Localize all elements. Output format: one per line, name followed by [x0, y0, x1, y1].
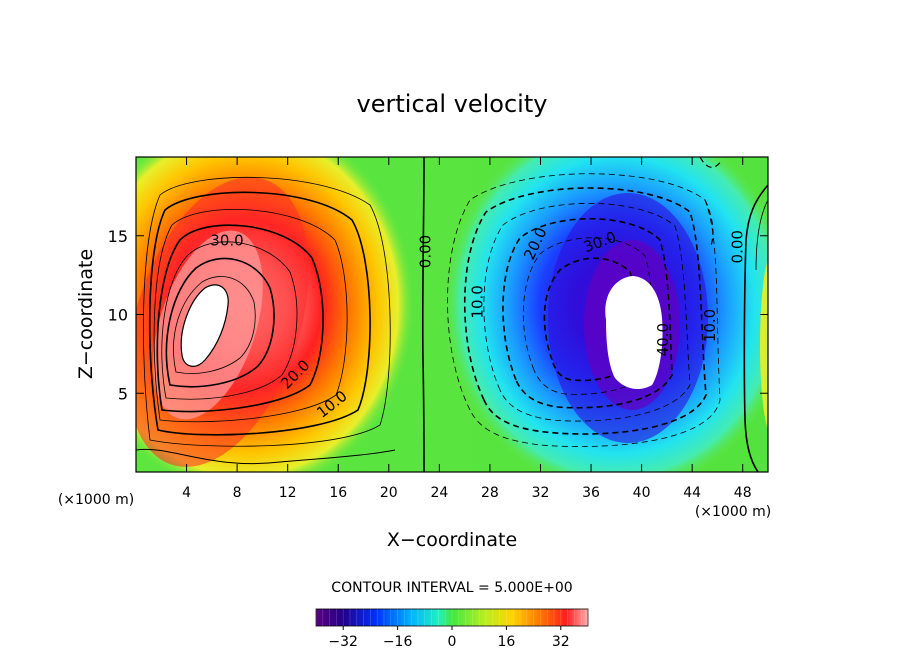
y-axis-label: Z−coordinate	[75, 249, 97, 379]
y-tick-label: 10	[108, 306, 128, 325]
x-tick-label: 36	[582, 485, 600, 501]
contour-right-thin	[755, 199, 768, 271]
contour-neg15	[483, 202, 691, 422]
x-tick-label: 20	[380, 485, 398, 501]
downdraft-white-core	[605, 276, 663, 390]
contour-label: 10.0	[468, 285, 486, 318]
contour-label: 40.0	[654, 323, 672, 356]
updraft-white-core	[180, 284, 229, 367]
contour-5	[143, 176, 391, 447]
x-axis-label: X−coordinate	[387, 529, 517, 551]
x-unit-right: (×1000 m)	[695, 504, 771, 520]
contour-30	[165, 257, 275, 388]
x-tick-label: 28	[481, 485, 499, 501]
colorbar: −32 −16 0 16 32	[315, 608, 589, 650]
colorbar-tick-label: 0	[448, 634, 457, 650]
right-edge-shading	[760, 260, 768, 430]
contour-label: 10.0	[701, 309, 719, 342]
contour-10	[148, 191, 371, 436]
y-axis-ticks: 5 10 15	[108, 227, 768, 403]
y-tick-label: 15	[108, 227, 128, 246]
contour-label: 30.0	[210, 231, 243, 249]
contour-label: 0.00	[416, 235, 434, 268]
y-tick-label: 5	[118, 384, 128, 403]
contour-interval-note: CONTOUR INTERVAL = 5.000E+00	[331, 580, 572, 596]
x-tick-label: 32	[532, 485, 550, 501]
x-tick-label: 16	[329, 485, 347, 501]
x-tick-label: 4	[182, 485, 191, 501]
chart-title: vertical velocity	[357, 90, 548, 118]
contour-0-left-bottom	[136, 448, 396, 465]
x-tick-label: 44	[683, 485, 701, 501]
contour-25	[161, 241, 298, 400]
contour-label: 0.00	[729, 230, 747, 263]
colorbar-tick-label: 16	[497, 634, 515, 650]
colorbar-bands	[315, 609, 589, 626]
colorbar-tick-label: −32	[328, 634, 358, 650]
colorbar-ticks: −32 −16 0 16 32	[328, 626, 570, 650]
x-tick-label: 48	[734, 485, 752, 501]
x-tick-label: 40	[633, 485, 651, 501]
x-tick-label: 12	[279, 485, 297, 501]
contour-15	[153, 208, 348, 423]
contour-neg10	[463, 187, 707, 435]
updraft-contours	[136, 176, 396, 465]
colorbar-tick-label: 32	[552, 634, 570, 650]
x-tick-label: 24	[430, 485, 448, 501]
contour-neg25	[522, 237, 656, 395]
contour-zero-right	[743, 184, 768, 472]
contour-right-dashed	[699, 157, 723, 249]
contour-neg20	[502, 218, 673, 409]
colorbar-tick-label: −16	[383, 634, 413, 650]
contour-20	[156, 224, 324, 413]
contour-35	[173, 276, 256, 374]
x-unit-left: (×1000 m)	[58, 492, 134, 508]
contour-zero-middle	[421, 157, 425, 472]
x-axis-ticks: 4 8 12 16 20 24 28 32 36 40 44 48	[182, 157, 752, 501]
x-tick-label: 8	[233, 485, 242, 501]
